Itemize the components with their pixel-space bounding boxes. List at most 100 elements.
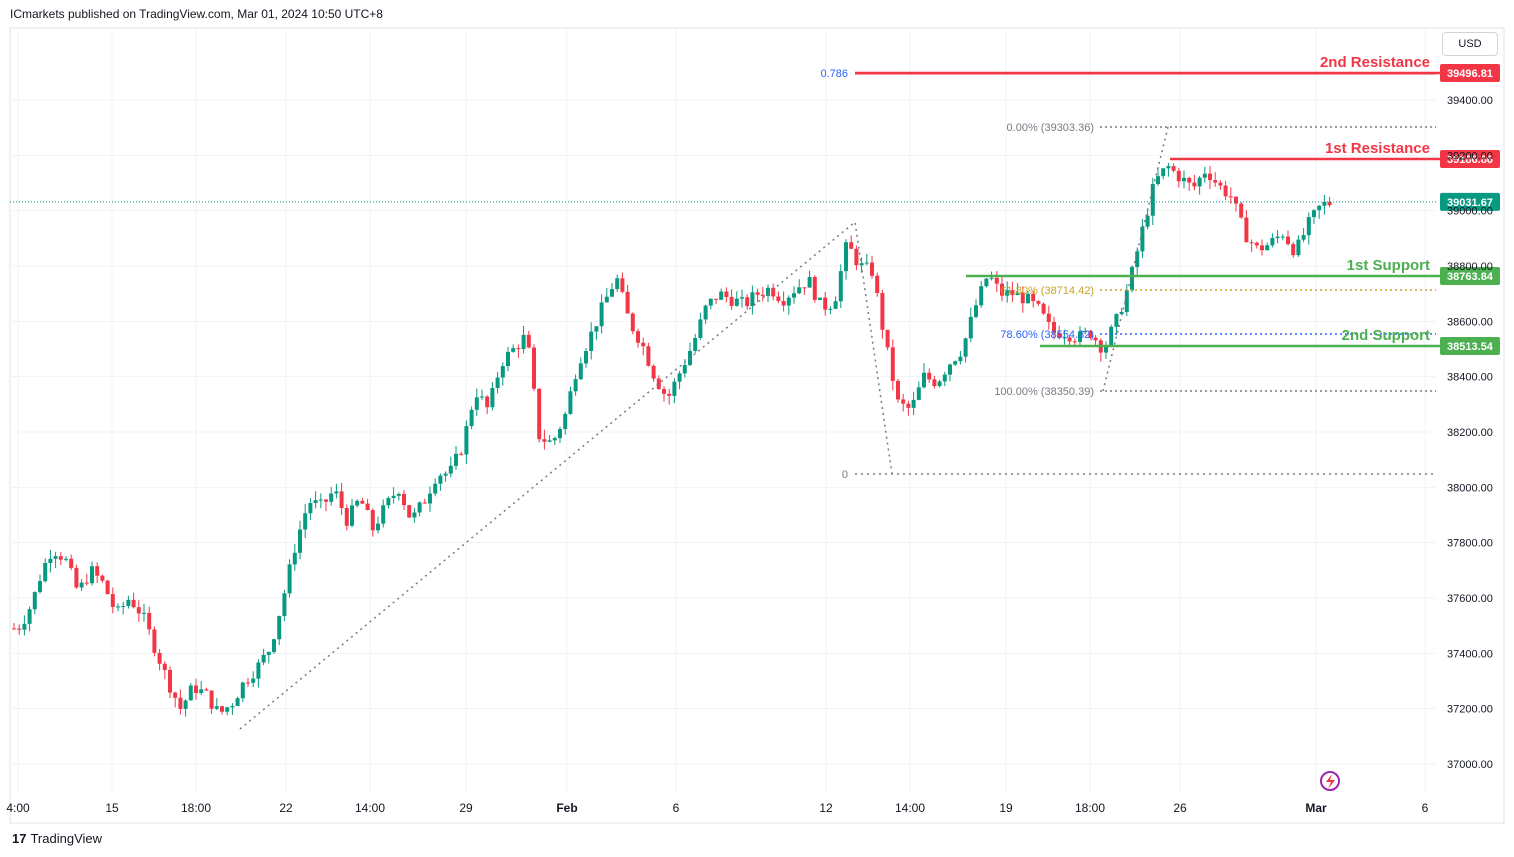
candle-body bbox=[516, 348, 521, 350]
candle-body bbox=[922, 372, 926, 388]
candle-body bbox=[454, 453, 458, 466]
candle-body bbox=[807, 276, 812, 288]
candle-body bbox=[1150, 183, 1155, 216]
level-price-label: 39186.86 bbox=[1447, 154, 1493, 166]
candle-body bbox=[620, 278, 625, 292]
y-tick-label: 37600.00 bbox=[1447, 593, 1493, 605]
y-tick-label: 37800.00 bbox=[1447, 538, 1493, 550]
publish-info: ICmarkets published on TradingView.com, … bbox=[10, 7, 383, 21]
fib-label-0: 0 bbox=[842, 469, 848, 481]
candle-body bbox=[22, 623, 27, 630]
x-tick-label: 22 bbox=[279, 801, 293, 815]
fib-level-label: 0.00% (39303.36) bbox=[1007, 122, 1094, 134]
y-tick-label: 38000.00 bbox=[1447, 482, 1493, 494]
time-axis: 4:00 15 18:00 22 14:00 29 Feb 6 12 14:00 19 18:00 26… bbox=[6, 801, 1428, 815]
candle-body bbox=[370, 510, 375, 531]
candle-body bbox=[178, 697, 183, 709]
candle-body bbox=[838, 271, 843, 302]
candle-body bbox=[734, 298, 739, 306]
level-price-tag bbox=[1440, 337, 1500, 355]
candle-body bbox=[324, 499, 328, 502]
y-tick-label: 38200.00 bbox=[1447, 427, 1493, 439]
candle-body bbox=[1327, 201, 1332, 206]
candle-body bbox=[225, 707, 230, 712]
candle-body bbox=[1322, 201, 1327, 206]
x-tick-label: 18:00 bbox=[1075, 801, 1105, 815]
bolt-icon[interactable] bbox=[1320, 771, 1340, 791]
grid bbox=[10, 28, 1436, 793]
candle-body bbox=[105, 580, 110, 595]
x-tick-label: 26 bbox=[1173, 801, 1187, 815]
candle-body bbox=[1104, 345, 1108, 353]
candle-body bbox=[1223, 185, 1228, 197]
candle-body bbox=[396, 493, 401, 496]
candle-body bbox=[355, 500, 360, 506]
candle-body bbox=[1078, 331, 1082, 342]
candle-body bbox=[48, 558, 53, 564]
candle-body bbox=[1124, 290, 1129, 312]
candle-body bbox=[100, 575, 105, 581]
candle-body bbox=[1270, 238, 1275, 246]
candle-body bbox=[641, 342, 646, 347]
candle-body bbox=[979, 286, 984, 306]
candle-body bbox=[474, 397, 479, 410]
candle-body bbox=[911, 399, 916, 408]
candle-body bbox=[194, 685, 198, 693]
candle-body bbox=[1156, 176, 1160, 184]
candle-body bbox=[188, 685, 193, 701]
candle-body bbox=[1218, 182, 1223, 186]
candle-body bbox=[1291, 244, 1296, 256]
candle-body bbox=[303, 513, 308, 530]
candle-body bbox=[760, 294, 765, 296]
candle-body bbox=[1036, 301, 1041, 304]
candle-body bbox=[147, 612, 152, 630]
x-tick-label: 15 bbox=[105, 801, 119, 815]
candle-body bbox=[157, 652, 162, 664]
candle-body bbox=[532, 347, 536, 389]
candle-body bbox=[417, 502, 422, 513]
level-price-label: 38763.84 bbox=[1447, 271, 1494, 283]
candle-body bbox=[1275, 236, 1280, 239]
candle-body bbox=[329, 493, 334, 502]
candle-body bbox=[1317, 205, 1322, 211]
candle-body bbox=[292, 552, 297, 565]
currency-selector[interactable]: USD bbox=[1442, 32, 1498, 56]
candle-body bbox=[1280, 236, 1285, 238]
candle-body bbox=[235, 698, 240, 706]
candle-body bbox=[1312, 210, 1316, 218]
candle-body bbox=[334, 491, 339, 494]
candle-body bbox=[932, 379, 937, 387]
candle-body bbox=[599, 302, 604, 327]
candle-body bbox=[625, 291, 630, 314]
candle-body bbox=[766, 287, 770, 296]
candle-body bbox=[896, 380, 900, 400]
candle-body bbox=[121, 606, 126, 608]
candle-body bbox=[1286, 236, 1290, 245]
candle-body bbox=[1239, 203, 1244, 218]
candle-body bbox=[136, 607, 141, 614]
candle-body bbox=[615, 278, 620, 290]
candle-body bbox=[698, 319, 703, 338]
candle-body bbox=[1140, 226, 1145, 252]
candle-body bbox=[786, 297, 791, 306]
x-tick-label: 14:00 bbox=[895, 801, 925, 815]
candle-body bbox=[43, 563, 48, 582]
candle-body bbox=[464, 426, 469, 455]
candle-body bbox=[1187, 177, 1192, 183]
candle-body bbox=[1041, 303, 1046, 314]
candle-body bbox=[443, 473, 448, 476]
fib-level-label: 78.60% (38554.32) bbox=[1000, 329, 1094, 341]
candle-body bbox=[168, 669, 172, 693]
candle-body bbox=[313, 500, 318, 504]
candle-body bbox=[131, 599, 136, 608]
y-tick-label: 37400.00 bbox=[1447, 648, 1493, 660]
candle-body bbox=[220, 706, 224, 712]
tradingview-logo[interactable]: 17 TradingView bbox=[12, 831, 102, 846]
candle-body bbox=[152, 629, 157, 653]
candle-body bbox=[240, 682, 245, 699]
candle-body bbox=[989, 277, 994, 279]
candle-body bbox=[1249, 242, 1254, 244]
candle-body bbox=[610, 289, 614, 297]
candle-body bbox=[870, 262, 874, 276]
